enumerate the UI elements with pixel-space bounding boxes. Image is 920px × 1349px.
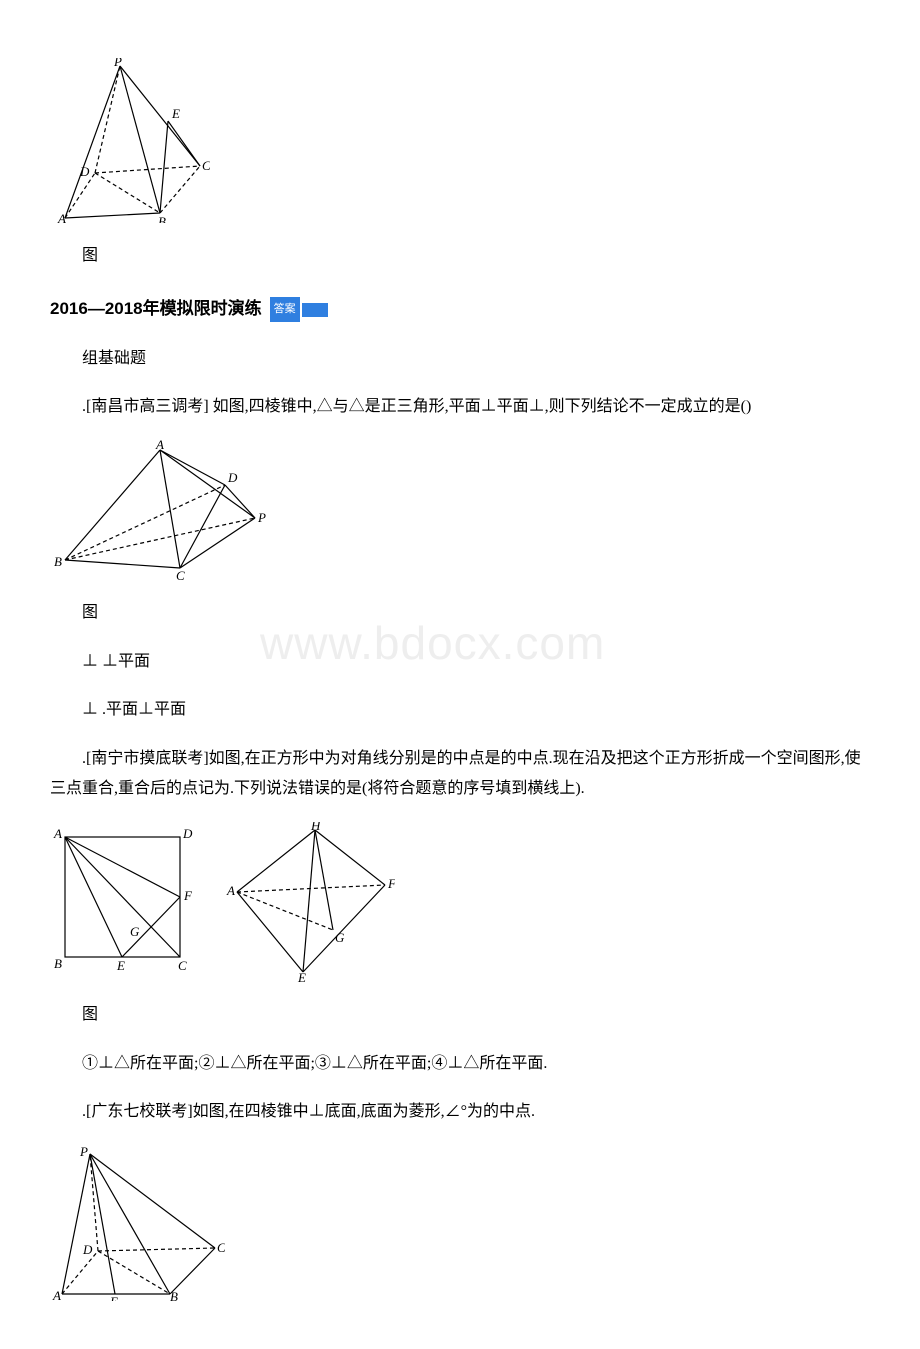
section-header: 2016—2018年模拟限时演练 答案 [50, 293, 870, 325]
label-D: D [182, 826, 193, 841]
label-G: G [130, 924, 140, 939]
label-D: D [79, 164, 90, 179]
label-F: F [183, 888, 193, 903]
label-C: C [178, 958, 187, 972]
label-E: E [109, 1294, 118, 1301]
figure-4: A B C D E P [50, 1146, 870, 1301]
question-1-option-b: ⊥ .平面⊥平面 [50, 695, 870, 725]
caption-3: 图 [50, 1000, 870, 1030]
label-A: A [226, 883, 235, 898]
label-C: C [176, 568, 185, 580]
label-P: P [79, 1146, 88, 1159]
label-G: G [335, 930, 345, 945]
figure-3: A B C D E F G A E [50, 822, 870, 982]
label-B: B [170, 1289, 178, 1301]
answer-badge: 答案 [270, 297, 300, 322]
figure-1: A B C D E P [50, 58, 870, 223]
label-E: E [116, 958, 125, 972]
label-D: D [82, 1242, 93, 1257]
question-2-options: ①⊥△所在平面;②⊥△所在平面;③⊥△所在平面;④⊥△所在平面. [50, 1049, 870, 1079]
label-A: A [155, 440, 164, 452]
label-B: B [158, 214, 166, 223]
question-3-text: .[广东七校联考]如图,在四棱锥中⊥底面,底面为菱形,∠°为的中点. [50, 1097, 870, 1127]
label-C: C [217, 1240, 225, 1255]
label-H: H [310, 822, 321, 833]
label-E: E [297, 970, 306, 982]
question-1-option-a: ⊥ ⊥平面 [50, 647, 870, 677]
label-B: B [54, 554, 62, 569]
label-F: F [387, 876, 395, 891]
label-B: B [54, 956, 62, 971]
figure-3b: A E F G H [225, 822, 395, 982]
label-D: D [227, 470, 238, 485]
section-header-text: 2016—2018年模拟限时演练 [50, 293, 262, 325]
group-title: 组基础题 [50, 344, 870, 374]
caption-1: 图 [50, 241, 870, 271]
label-A: A [53, 826, 62, 841]
label-P: P [113, 58, 122, 69]
question-1-text: .[南昌市高三调考] 如图,四棱锥中,△与△是正三角形,平面⊥平面⊥,则下列结论… [50, 392, 870, 422]
question-2-text: .[南宁市摸底联考]如图,在正方形中为对角线分别是的中点是的中点.现在沿及把这个… [50, 744, 870, 805]
label-C: C [202, 158, 210, 173]
section-tail-bar [302, 303, 328, 317]
label-E: E [171, 106, 180, 121]
caption-2: 图 [50, 598, 870, 628]
figure-3a: A B C D E F G [50, 822, 195, 972]
page-content: A B C D E P 图 2016—2018年模拟限时演练 答案 组基础题 .… [50, 58, 870, 1301]
figure-2: A B C D P [50, 440, 870, 580]
label-A: A [52, 1288, 61, 1301]
label-P: P [257, 510, 266, 525]
label-A: A [57, 211, 66, 223]
